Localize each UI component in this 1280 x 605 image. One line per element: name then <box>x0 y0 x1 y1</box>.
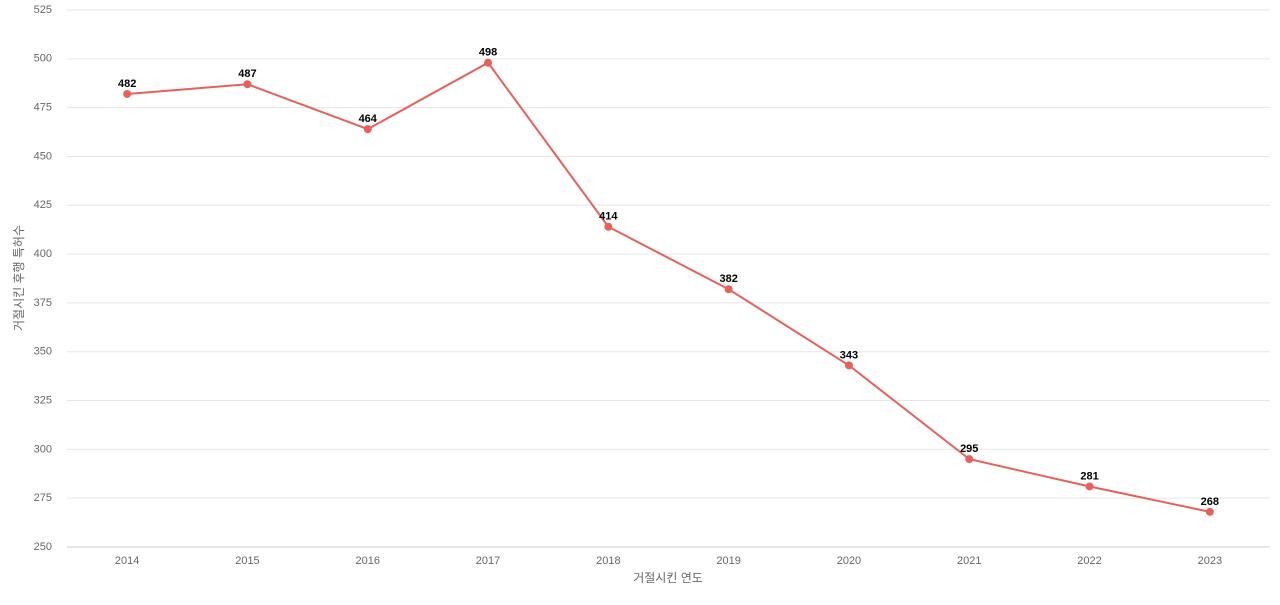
point <box>243 80 252 89</box>
y-tick-label: 350 <box>34 346 52 358</box>
point <box>1085 482 1094 491</box>
x-tick-label: 2018 <box>596 555 620 567</box>
point <box>1205 507 1214 516</box>
point <box>123 89 132 98</box>
y-tick-label: 325 <box>34 394 52 406</box>
value-label: 414 <box>599 211 618 223</box>
y-axis-label: 거절시킨 후행 특허수 <box>11 225 26 331</box>
value-label: 482 <box>118 78 136 90</box>
x-tick-label: 2016 <box>356 555 380 567</box>
value-label: 382 <box>719 273 737 285</box>
x-tick-label: 2015 <box>235 555 259 567</box>
x-tick-label: 2023 <box>1198 555 1222 567</box>
x-axis-label: 거절시킨 연도 <box>633 571 703 585</box>
y-tick-label: 475 <box>34 102 52 114</box>
x-tick-label: 2020 <box>837 555 861 567</box>
value-label: 295 <box>960 443 978 455</box>
x-tick-label: 2014 <box>115 555 139 567</box>
y-tick-label: 500 <box>34 53 52 65</box>
value-label: 487 <box>238 68 256 80</box>
point <box>604 222 613 231</box>
x-tick-label: 2022 <box>1077 555 1101 567</box>
value-label: 343 <box>840 349 858 361</box>
point <box>965 455 974 464</box>
y-tick-label: 450 <box>34 150 52 162</box>
value-label: 498 <box>479 47 497 59</box>
y-tick-label: 425 <box>34 199 52 211</box>
y-tick-label: 400 <box>34 248 52 260</box>
x-tick-label: 2017 <box>476 555 500 567</box>
point <box>484 58 493 67</box>
y-tick-label: 525 <box>34 4 52 16</box>
x-tick-label: 2019 <box>716 555 740 567</box>
point <box>844 361 853 370</box>
value-label: 268 <box>1201 496 1219 508</box>
y-tick-label: 275 <box>34 492 52 504</box>
value-label: 281 <box>1080 470 1098 482</box>
value-label: 464 <box>359 113 378 125</box>
line <box>127 61 1211 513</box>
y-tick-label: 250 <box>34 541 52 553</box>
y-tick-label: 300 <box>34 443 52 455</box>
x-tick-label: 2021 <box>957 555 981 567</box>
point <box>363 125 372 134</box>
y-tick-label: 375 <box>34 297 52 309</box>
point <box>724 285 733 294</box>
